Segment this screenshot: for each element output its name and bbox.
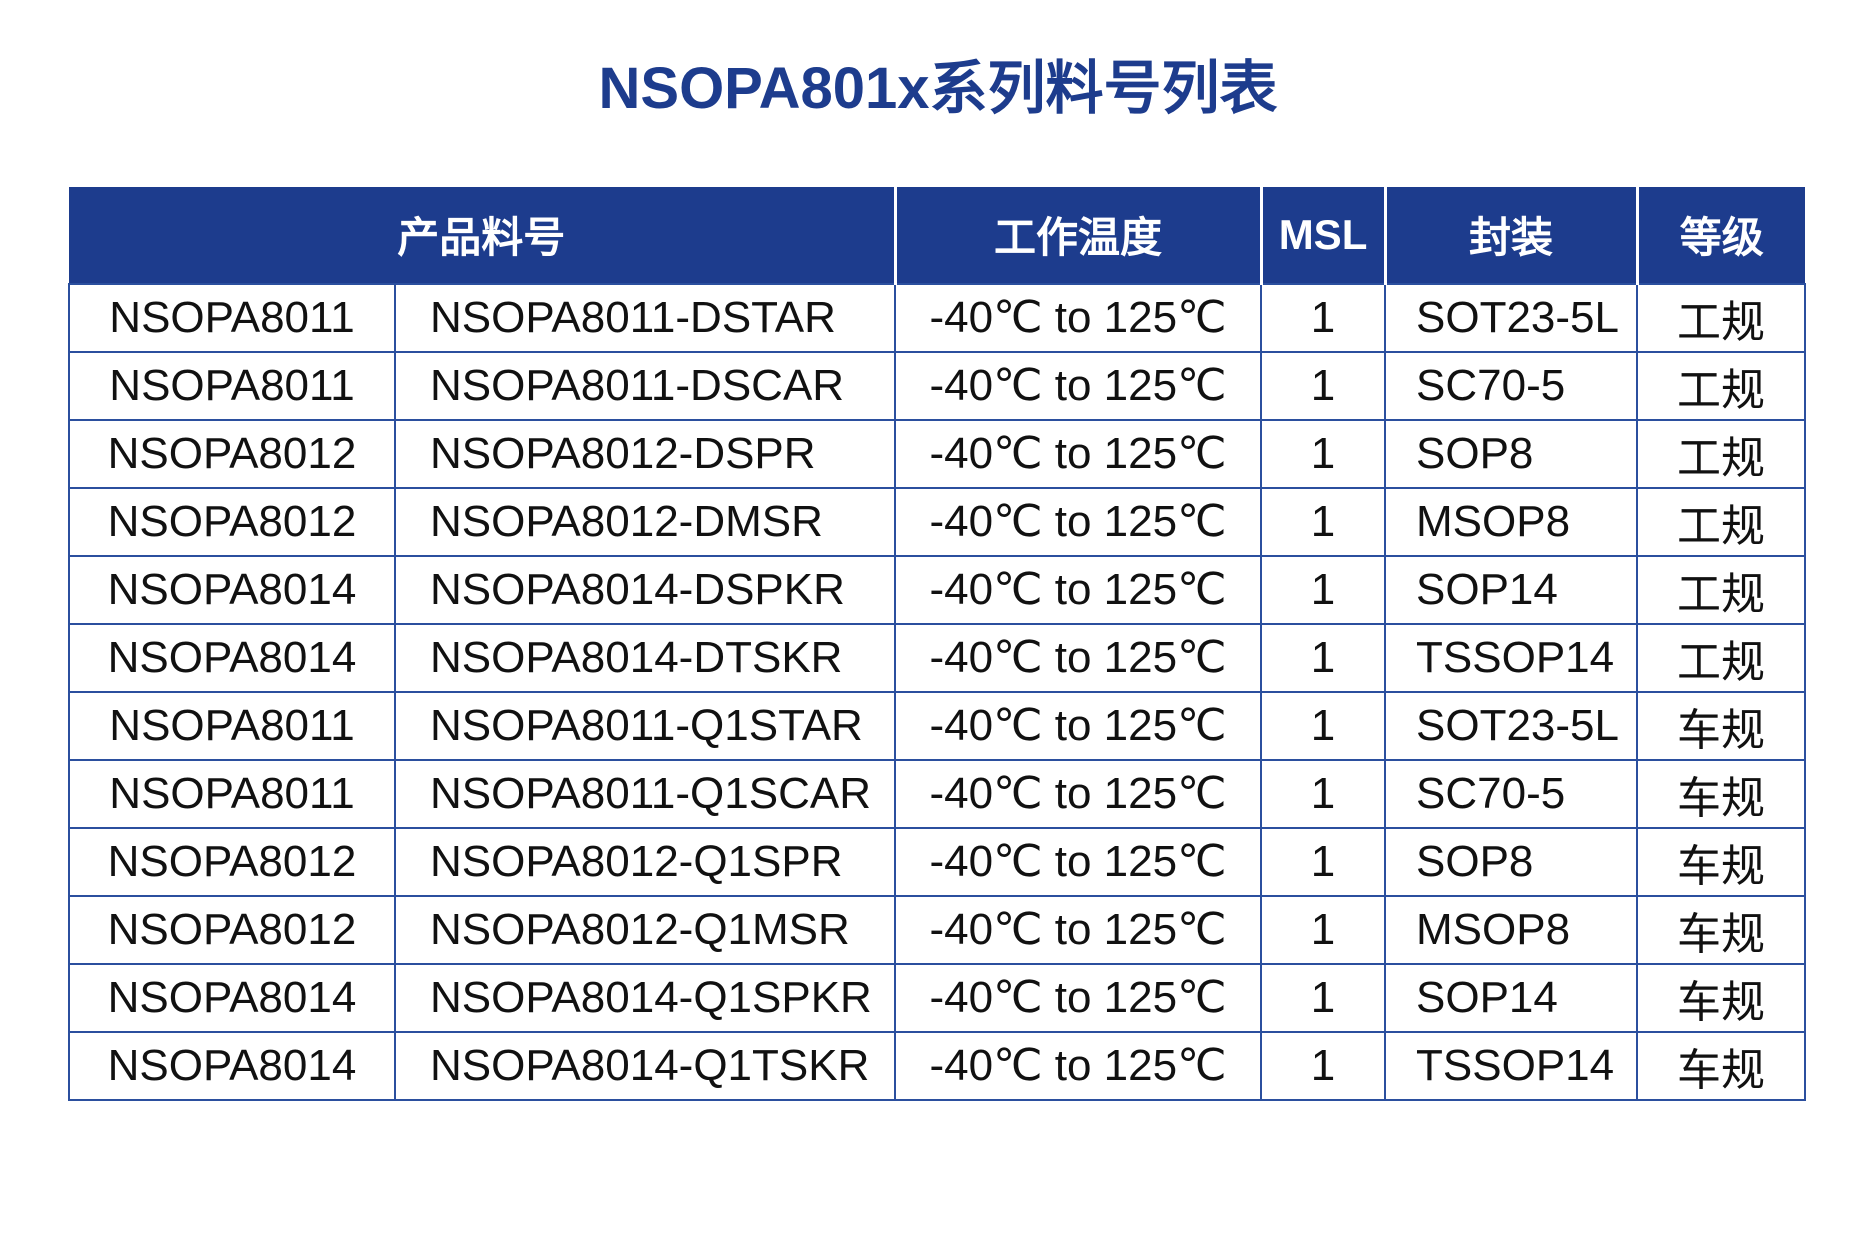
- header-product-part-number: 产品料号: [69, 186, 896, 284]
- cell-temp-range: -40℃ to 125℃: [894, 418, 1263, 489]
- cell-package: SC70-5: [1384, 758, 1639, 829]
- cell-part-number: NSOPA8012-DSPR: [393, 418, 897, 489]
- cell-msl: 1: [1260, 622, 1387, 693]
- table-row: NSOPA8012 NSOPA8012-DMSR -40℃ to 125℃ 1 MSOP…: [68, 486, 1807, 557]
- cell-grade: 工规: [1636, 418, 1807, 489]
- header-package: 封装: [1383, 186, 1638, 284]
- table-row: NSOPA8012 NSOPA8012-Q1SPR -40℃ to 125℃ 1 SOP…: [68, 826, 1807, 897]
- table-row: NSOPA8011 NSOPA8011-Q1SCAR -40℃ to 125℃ 1 SC…: [68, 758, 1807, 829]
- cell-series: NSOPA8012: [68, 486, 396, 557]
- cell-part-number: NSOPA8014-Q1SPKR: [393, 962, 897, 1033]
- table-row: NSOPA8011 NSOPA8011-DSTAR -40℃ to 125℃ 1 SOT…: [68, 282, 1807, 353]
- cell-temp-range: -40℃ to 125℃: [894, 282, 1263, 353]
- table-body: NSOPA8011 NSOPA8011-DSTAR -40℃ to 125℃ 1 SOT…: [68, 282, 1807, 1101]
- cell-part-number: NSOPA8011-DSTAR: [393, 282, 897, 353]
- cell-grade: 车规: [1636, 690, 1807, 761]
- cell-grade: 车规: [1636, 1030, 1807, 1101]
- cell-part-number: NSOPA8011-Q1SCAR: [393, 758, 897, 829]
- cell-msl: 1: [1260, 894, 1387, 965]
- table-row: NSOPA8011 NSOPA8011-Q1STAR -40℃ to 125℃ 1 SO…: [68, 690, 1807, 761]
- cell-series: NSOPA8014: [68, 1030, 396, 1101]
- page-title: NSOPA801x系列料号列表: [598, 56, 1278, 121]
- cell-series: NSOPA8014: [68, 622, 396, 693]
- table-row: NSOPA8012 NSOPA8012-Q1MSR -40℃ to 125℃ 1 MSO…: [68, 894, 1807, 965]
- cell-grade: 车规: [1636, 826, 1807, 897]
- cell-part-number: NSOPA8012-Q1MSR: [393, 894, 897, 965]
- cell-grade: 工规: [1636, 622, 1807, 693]
- cell-msl: 1: [1260, 418, 1387, 489]
- header-operating-temperature: 工作温度: [893, 186, 1262, 284]
- cell-package: SOT23-5L: [1384, 282, 1639, 353]
- cell-temp-range: -40℃ to 125℃: [894, 350, 1263, 421]
- cell-part-number: NSOPA8011-Q1STAR: [393, 690, 897, 761]
- cell-series: NSOPA8012: [68, 418, 396, 489]
- cell-part-number: NSOPA8011-DSCAR: [393, 350, 897, 421]
- table-row: NSOPA8014 NSOPA8014-DSPKR -40℃ to 125℃ 1 SOP…: [68, 554, 1807, 625]
- cell-series: NSOPA8012: [68, 826, 396, 897]
- header-grade: 等级: [1635, 186, 1806, 284]
- cell-series: NSOPA8012: [68, 894, 396, 965]
- cell-temp-range: -40℃ to 125℃: [894, 758, 1263, 829]
- cell-series: NSOPA8011: [68, 282, 396, 353]
- cell-msl: 1: [1260, 962, 1387, 1033]
- cell-grade: 工规: [1636, 350, 1807, 421]
- cell-series: NSOPA8011: [68, 350, 396, 421]
- cell-package: SOP8: [1384, 418, 1639, 489]
- table-row: NSOPA8011 NSOPA8011-DSCAR -40℃ to 125℃ 1 SC7…: [68, 350, 1807, 421]
- cell-temp-range: -40℃ to 125℃: [894, 622, 1263, 693]
- cell-package: SOP8: [1384, 826, 1639, 897]
- cell-grade: 工规: [1636, 486, 1807, 557]
- cell-package: SOP14: [1384, 962, 1639, 1033]
- cell-series: NSOPA8014: [68, 962, 396, 1033]
- cell-msl: 1: [1260, 282, 1387, 353]
- cell-part-number: NSOPA8014-DSPKR: [393, 554, 897, 625]
- cell-grade: 车规: [1636, 962, 1807, 1033]
- cell-part-number: NSOPA8014-DTSKR: [393, 622, 897, 693]
- cell-msl: 1: [1260, 554, 1387, 625]
- cell-package: TSSOP14: [1384, 622, 1639, 693]
- cell-package: MSOP8: [1384, 894, 1639, 965]
- cell-grade: 车规: [1636, 894, 1807, 965]
- cell-temp-range: -40℃ to 125℃: [894, 690, 1263, 761]
- table-row: NSOPA8012 NSOPA8012-DSPR -40℃ to 125℃ 1 SOP8…: [68, 418, 1807, 489]
- cell-temp-range: -40℃ to 125℃: [894, 554, 1263, 625]
- cell-package: TSSOP14: [1384, 1030, 1639, 1101]
- table-row: NSOPA8014 NSOPA8014-DTSKR -40℃ to 125℃ 1 TSS…: [68, 622, 1807, 693]
- cell-part-number: NSOPA8012-Q1SPR: [393, 826, 897, 897]
- cell-msl: 1: [1260, 690, 1387, 761]
- cell-grade: 工规: [1636, 282, 1807, 353]
- cell-part-number: NSOPA8014-Q1TSKR: [393, 1030, 897, 1101]
- cell-package: MSOP8: [1384, 486, 1639, 557]
- cell-package: SOT23-5L: [1384, 690, 1639, 761]
- cell-temp-range: -40℃ to 125℃: [894, 826, 1263, 897]
- cell-series: NSOPA8011: [68, 758, 396, 829]
- cell-msl: 1: [1260, 1030, 1387, 1101]
- table-row: NSOPA8014 NSOPA8014-Q1TSKR -40℃ to 125℃ 1 TS…: [68, 1030, 1807, 1101]
- cell-msl: 1: [1260, 350, 1387, 421]
- part-number-table: 产品料号 工作温度 MSL 封装 等级 NSOPA8011 NSOPA8011-D…: [68, 186, 1807, 1101]
- table-header-row: 产品料号 工作温度 MSL 封装 等级: [69, 186, 1806, 284]
- cell-temp-range: -40℃ to 125℃: [894, 1030, 1263, 1101]
- cell-part-number: NSOPA8012-DMSR: [393, 486, 897, 557]
- cell-package: SC70-5: [1384, 350, 1639, 421]
- cell-msl: 1: [1260, 486, 1387, 557]
- header-msl: MSL: [1259, 186, 1386, 284]
- cell-package: SOP14: [1384, 554, 1639, 625]
- cell-temp-range: -40℃ to 125℃: [894, 894, 1263, 965]
- cell-series: NSOPA8011: [68, 690, 396, 761]
- cell-grade: 工规: [1636, 554, 1807, 625]
- table-row: NSOPA8014 NSOPA8014-Q1SPKR -40℃ to 125℃ 1 SO…: [68, 962, 1807, 1033]
- cell-temp-range: -40℃ to 125℃: [894, 962, 1263, 1033]
- cell-series: NSOPA8014: [68, 554, 396, 625]
- cell-msl: 1: [1260, 826, 1387, 897]
- cell-grade: 车规: [1636, 758, 1807, 829]
- cell-temp-range: -40℃ to 125℃: [894, 486, 1263, 557]
- cell-msl: 1: [1260, 758, 1387, 829]
